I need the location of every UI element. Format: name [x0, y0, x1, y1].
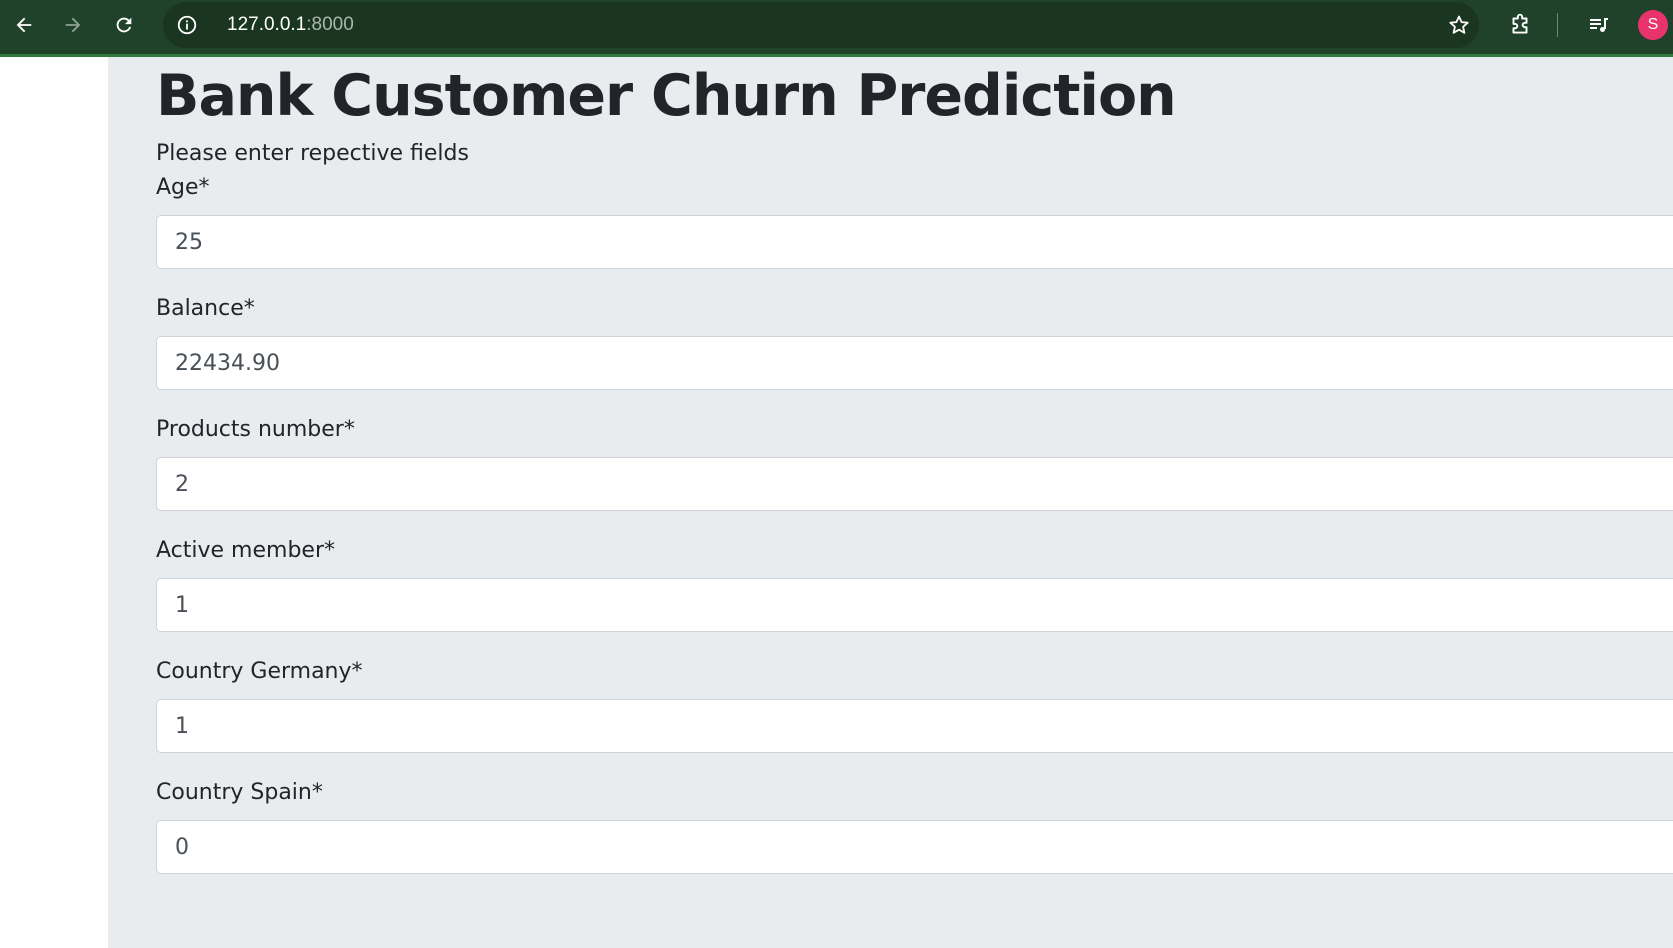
balance-input[interactable] — [156, 336, 1673, 390]
country-germany-label: Country Germany* — [156, 659, 363, 684]
country-spain-input[interactable] — [156, 820, 1673, 874]
balance-label: Balance* — [156, 296, 255, 321]
arrow-left-icon — [16, 17, 32, 33]
profile-avatar[interactable]: S — [1638, 10, 1668, 40]
site-info-button[interactable] — [173, 11, 201, 39]
url-port: :8000 — [306, 14, 354, 35]
products-number-input[interactable] — [156, 457, 1673, 511]
bookmark-button[interactable] — [1443, 9, 1475, 41]
puzzle-icon — [1512, 13, 1528, 34]
queue-music-icon — [1590, 18, 1608, 32]
age-label: Age* — [156, 175, 210, 200]
products-number-label: Products number* — [156, 417, 355, 442]
forward-button[interactable] — [55, 7, 91, 43]
jumbotron: Bank Customer Churn Prediction Please en… — [108, 57, 1673, 948]
active-member-label: Active member* — [156, 538, 335, 563]
country-spain-label: Country Spain* — [156, 780, 323, 805]
browser-toolbar: 127.0.0.1:8000 S — [0, 0, 1673, 57]
reload-button[interactable] — [106, 7, 142, 43]
active-member-input[interactable] — [156, 578, 1673, 632]
country-germany-input[interactable] — [156, 699, 1673, 753]
back-button[interactable] — [6, 7, 42, 43]
star-icon — [1449, 15, 1469, 34]
reload-icon — [116, 17, 132, 33]
arrow-right-icon — [65, 17, 81, 33]
toolbar-separator — [1557, 13, 1558, 37]
extensions-button[interactable] — [1502, 7, 1538, 43]
url-host: 127.0.0.1 — [227, 14, 307, 35]
address-bar[interactable]: 127.0.0.1:8000 — [163, 2, 1479, 48]
age-input[interactable] — [156, 215, 1673, 269]
media-controls-button[interactable] — [1581, 7, 1617, 43]
page-viewport: Bank Customer Churn Prediction Please en… — [0, 57, 1673, 948]
profile-initial: S — [1647, 16, 1659, 33]
info-icon — [177, 15, 197, 35]
url-text: 127.0.0.1:8000 — [227, 14, 354, 36]
page-subtitle: Please enter repective fields — [156, 141, 469, 166]
page-title: Bank Customer Churn Prediction — [156, 63, 1177, 129]
